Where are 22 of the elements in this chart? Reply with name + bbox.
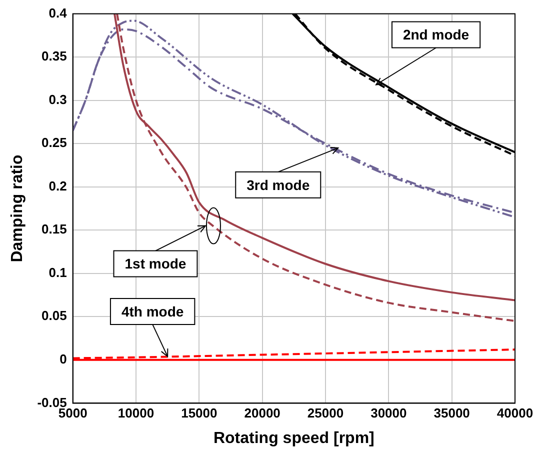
- x-axis-title: Rotating speed [rpm]: [213, 430, 374, 447]
- annotation: 1st mode: [124, 256, 186, 272]
- y-tick-label: 0.15: [42, 222, 67, 237]
- y-tick-label: 0.35: [42, 48, 67, 64]
- x-tick-label: 25000: [307, 406, 344, 421]
- y-tick-label: 0.4: [48, 5, 68, 20]
- y-axis-title: Damping ratio: [9, 154, 26, 262]
- y-tick-label: 0.1: [48, 264, 67, 280]
- x-tick-label: 40000: [496, 406, 534, 421]
- y-tick-label: 0.05: [42, 308, 67, 324]
- x-tick-label: 15000: [181, 406, 218, 421]
- y-tick-label: 0.25: [42, 135, 67, 150]
- x-tick-label: 10000: [118, 406, 154, 421]
- annotation: 2nd mode: [402, 26, 470, 43]
- annotation: 3rd mode: [246, 176, 310, 193]
- y-tick-label: 0: [60, 352, 67, 367]
- x-tick-label: 20000: [244, 406, 280, 421]
- annotation: 4th mode: [121, 303, 184, 320]
- y-tick-label: 0.3: [48, 92, 67, 107]
- x-tick-label: 30000: [370, 406, 407, 421]
- y-tick-label: 0.2: [48, 178, 67, 194]
- x-tick-label: 35000: [434, 406, 470, 421]
